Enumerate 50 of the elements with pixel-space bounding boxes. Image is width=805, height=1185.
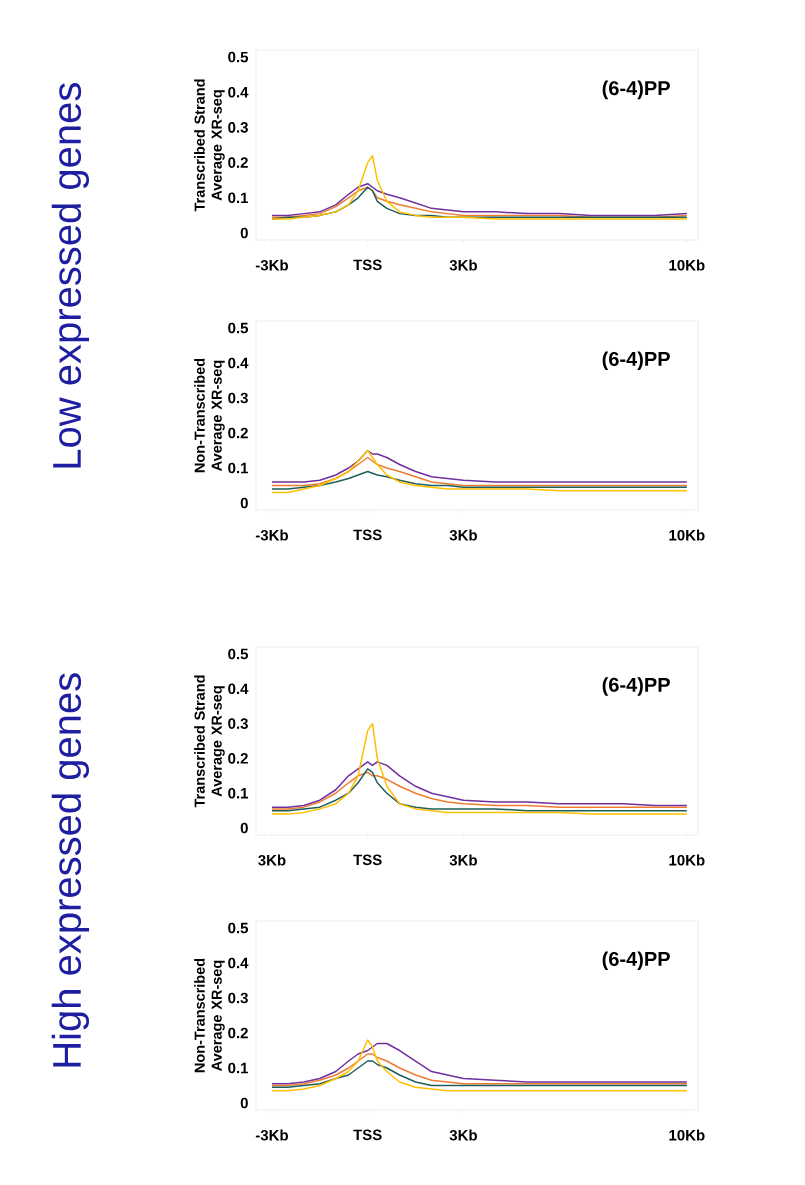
y-axis-title: Non-Transcribed Average XR-seq [194,958,225,1073]
y-tick-label: 0.1 [228,787,249,799]
y-tick-label: 0.5 [228,922,249,934]
x-tick-label: -3Kb [255,529,288,541]
y-axis-title: Transcribed Strand Average XR-seq [194,79,225,212]
x-tick-label: 10Kb [669,1129,705,1141]
x-tick-label: TSS [353,259,382,271]
x-tick-label: 10Kb [669,259,705,271]
y-tick-label: 0.2 [228,1027,248,1039]
y-tick-label: 0.1 [228,1062,249,1074]
y-tick-label: 0.4 [228,683,249,695]
y-tick-label: 0.1 [228,462,249,474]
y-tick-label: 0.2 [228,427,248,439]
y-axis-title: Transcribed Strand Average XR-seq [194,675,225,808]
annotation: (6-4)PP [602,351,670,371]
y-tick-label: 0.2 [228,753,248,764]
y-tick-label: 0.3 [228,122,248,133]
y-tick-label: 0 [240,227,248,239]
y-tick-label: 0.4 [228,357,249,369]
y-tick-label: 0.3 [228,992,248,1004]
y-tick-label: 0.3 [228,392,248,404]
x-tick-label: TSS [353,1129,382,1141]
x-tick-label: -3Kb [255,259,288,271]
x-tick-label: 10Kb [669,529,705,541]
annotation: (6-4)PP [602,951,670,971]
y-tick-label: 0.3 [228,718,248,729]
x-tick-label: 3Kb [449,529,477,541]
y-tick-label: 0.5 [228,322,249,334]
y-tick-label: 0 [240,1097,248,1109]
y-axis-title: Non-Transcribed Average XR-seq [194,358,225,473]
y-tick-label: 0.1 [228,192,249,204]
y-tick-label: 0.4 [228,957,249,969]
annotation: (6-4)PP [602,677,670,696]
x-tick-label: 3Kb [449,259,477,271]
x-tick-label: TSS [353,529,382,541]
x-tick-label: 3Kb [449,1129,477,1141]
y-tick-label: 0 [240,822,248,834]
x-tick-label: 10Kb [669,854,705,866]
x-tick-label: 3Kb [258,854,286,866]
x-tick-label: -3Kb [255,1129,288,1141]
text: High expressed genes [51,673,89,1067]
y-tick-label: 0 [240,497,248,509]
y-tick-label: 0.4 [228,86,249,98]
y-tick-label: 0.5 [228,51,249,63]
y-tick-label: 0.5 [228,648,249,660]
text: Low expressed genes [51,83,89,468]
annotation: (6-4)PP [602,80,670,100]
y-tick-label: 0.2 [228,157,248,168]
x-tick-label: TSS [353,854,382,866]
x-tick-label: 3Kb [449,854,477,866]
